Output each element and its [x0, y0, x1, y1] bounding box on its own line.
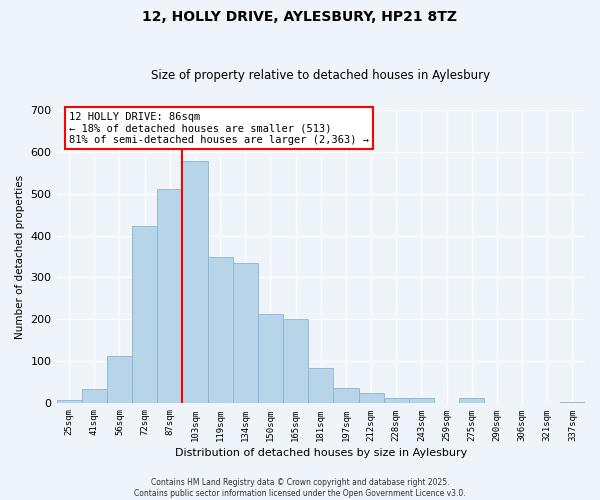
- Bar: [560, 402, 585, 404]
- Bar: [82, 389, 107, 404]
- Bar: [208, 258, 233, 404]
- Text: 12 HOLLY DRIVE: 86sqm
← 18% of detached houses are smaller (513)
81% of semi-det: 12 HOLLY DRIVE: 86sqm ← 18% of detached …: [69, 112, 369, 145]
- Bar: [334, 388, 359, 404]
- Bar: [107, 356, 132, 404]
- Bar: [132, 226, 157, 404]
- Bar: [182, 161, 208, 404]
- X-axis label: Distribution of detached houses by size in Aylesbury: Distribution of detached houses by size …: [175, 448, 467, 458]
- Y-axis label: Number of detached properties: Number of detached properties: [15, 174, 25, 338]
- Bar: [409, 398, 434, 404]
- Bar: [359, 392, 383, 404]
- Bar: [233, 263, 258, 404]
- Text: 12, HOLLY DRIVE, AYLESBURY, HP21 8TZ: 12, HOLLY DRIVE, AYLESBURY, HP21 8TZ: [143, 10, 458, 24]
- Title: Size of property relative to detached houses in Aylesbury: Size of property relative to detached ho…: [151, 69, 490, 82]
- Bar: [308, 368, 334, 404]
- Text: Contains HM Land Registry data © Crown copyright and database right 2025.
Contai: Contains HM Land Registry data © Crown c…: [134, 478, 466, 498]
- Bar: [157, 190, 182, 404]
- Bar: [283, 318, 308, 404]
- Bar: [383, 398, 409, 404]
- Bar: [258, 314, 283, 404]
- Bar: [459, 398, 484, 404]
- Bar: [56, 400, 82, 404]
